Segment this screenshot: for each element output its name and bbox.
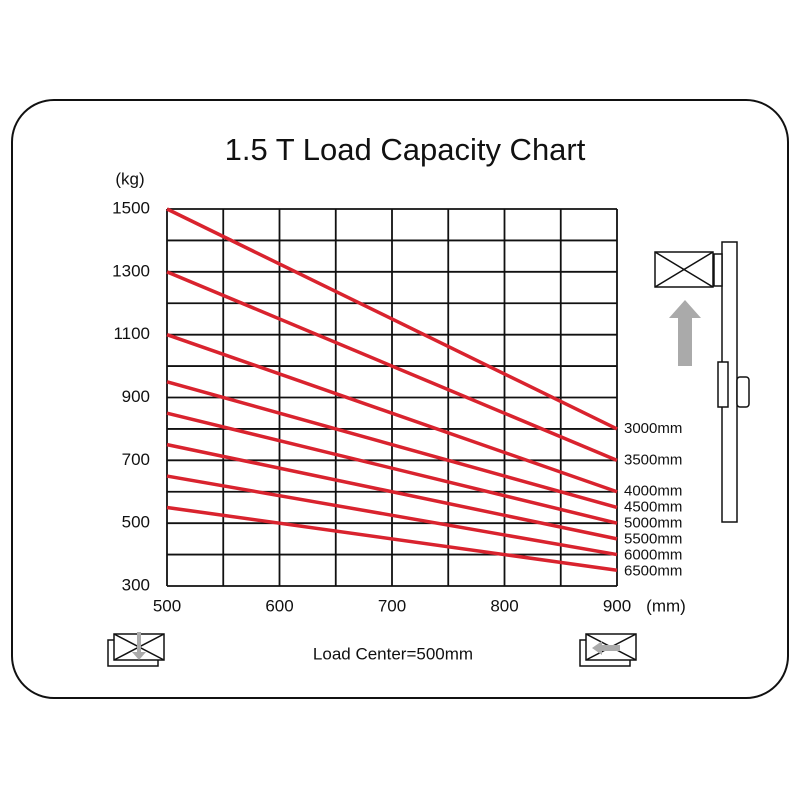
frame <box>11 99 789 699</box>
x-tick-label: 900 <box>603 596 631 615</box>
series-label: 3500mm <box>624 451 682 468</box>
series-line <box>166 270 618 462</box>
forklift-icon <box>654 241 750 523</box>
series-line <box>166 333 618 494</box>
x-tick-label: 600 <box>265 596 293 615</box>
series-label: 5000mm <box>624 515 682 532</box>
y-tick-label: 1100 <box>113 324 150 343</box>
x-tick-label: 700 <box>378 596 406 615</box>
y-tick-label: 500 <box>122 513 150 532</box>
load-icon-right <box>579 633 637 667</box>
x-unit: (mm) <box>646 596 686 615</box>
y-unit: (kg) <box>115 169 144 188</box>
chart-title: 1.5 T Load Capacity Chart <box>225 132 586 167</box>
series-label: 5500mm <box>624 531 682 548</box>
series-label: 3000mm <box>624 420 682 437</box>
series-label: 4500mm <box>624 499 682 516</box>
series-line <box>166 411 618 525</box>
series-line <box>166 442 618 541</box>
series-line <box>166 380 618 510</box>
y-tick-label: 1300 <box>112 261 150 280</box>
series-line <box>166 505 618 573</box>
x-tick-label: 800 <box>490 596 518 615</box>
y-tick-label: 700 <box>122 450 150 469</box>
series-line <box>166 474 618 557</box>
note: Load Center=500mm <box>313 644 473 663</box>
series-label: 4000mm <box>624 483 682 500</box>
y-tick-label: 300 <box>122 575 150 594</box>
series-label: 6000mm <box>624 547 682 564</box>
y-tick-label: 900 <box>122 387 150 406</box>
series-line <box>166 207 618 431</box>
series-label: 6500mm <box>624 563 682 580</box>
load-icon-left <box>107 632 165 667</box>
x-tick-label: 500 <box>153 596 181 615</box>
y-tick-label: 1500 <box>112 198 150 217</box>
